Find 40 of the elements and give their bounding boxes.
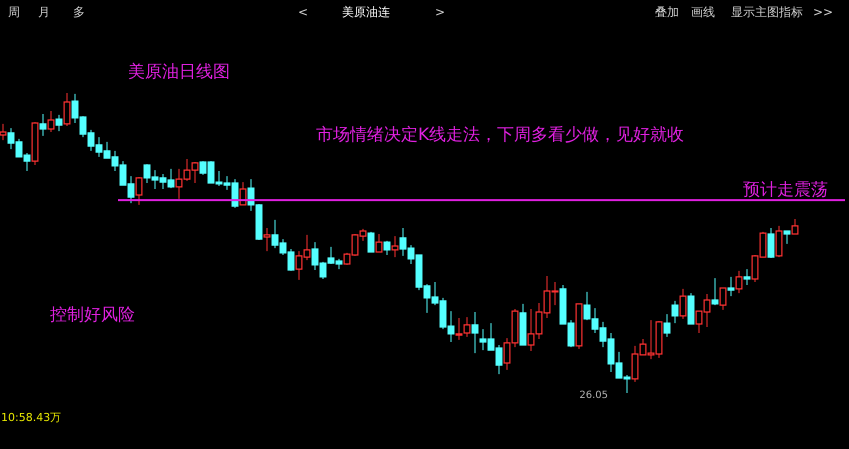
candlestick [368, 231, 374, 253]
ref-line-label: 预计走震荡 [743, 180, 828, 200]
candlestick [56, 114, 62, 132]
candlestick [680, 288, 686, 320]
candlestick [768, 228, 774, 258]
candlestick [672, 300, 678, 324]
text: 叠加 [655, 5, 679, 19]
chart-title: 美原油日线图 [128, 62, 230, 82]
candlestick [664, 314, 670, 338]
text: 月 [38, 5, 50, 19]
candlestick [392, 236, 398, 258]
text: >> [812, 5, 834, 19]
candlestick [720, 287, 726, 310]
candlestick [40, 114, 46, 136]
candlestick [384, 240, 390, 256]
text: 多 [73, 5, 85, 19]
annotation: 控制好风险 [50, 305, 135, 325]
candlestick [64, 92, 70, 126]
candlestick [784, 230, 790, 244]
candlestick [136, 176, 142, 206]
candlestick [472, 312, 478, 354]
candlestick [728, 276, 734, 297]
candlestick [48, 110, 54, 132]
text: > [434, 5, 446, 19]
candlestick [376, 234, 382, 253]
text: 显示主图指标 [731, 5, 803, 19]
candlestick [736, 270, 742, 294]
text: < [298, 5, 308, 19]
candlestick [744, 268, 750, 286]
annotation: 市场情绪决定K线走法，下周多看少做，见好就收 [316, 125, 684, 145]
candlestick [712, 278, 718, 306]
annotation: 26.05 [579, 390, 608, 401]
text: 美原油连 [342, 5, 390, 19]
text: 周 [8, 5, 20, 19]
text: 10:58.43万 [1, 411, 62, 424]
candlestick [456, 318, 462, 340]
candlestick [792, 218, 798, 235]
text: 画线 [691, 5, 715, 19]
candlestick [464, 316, 470, 338]
candlestick [264, 228, 270, 252]
